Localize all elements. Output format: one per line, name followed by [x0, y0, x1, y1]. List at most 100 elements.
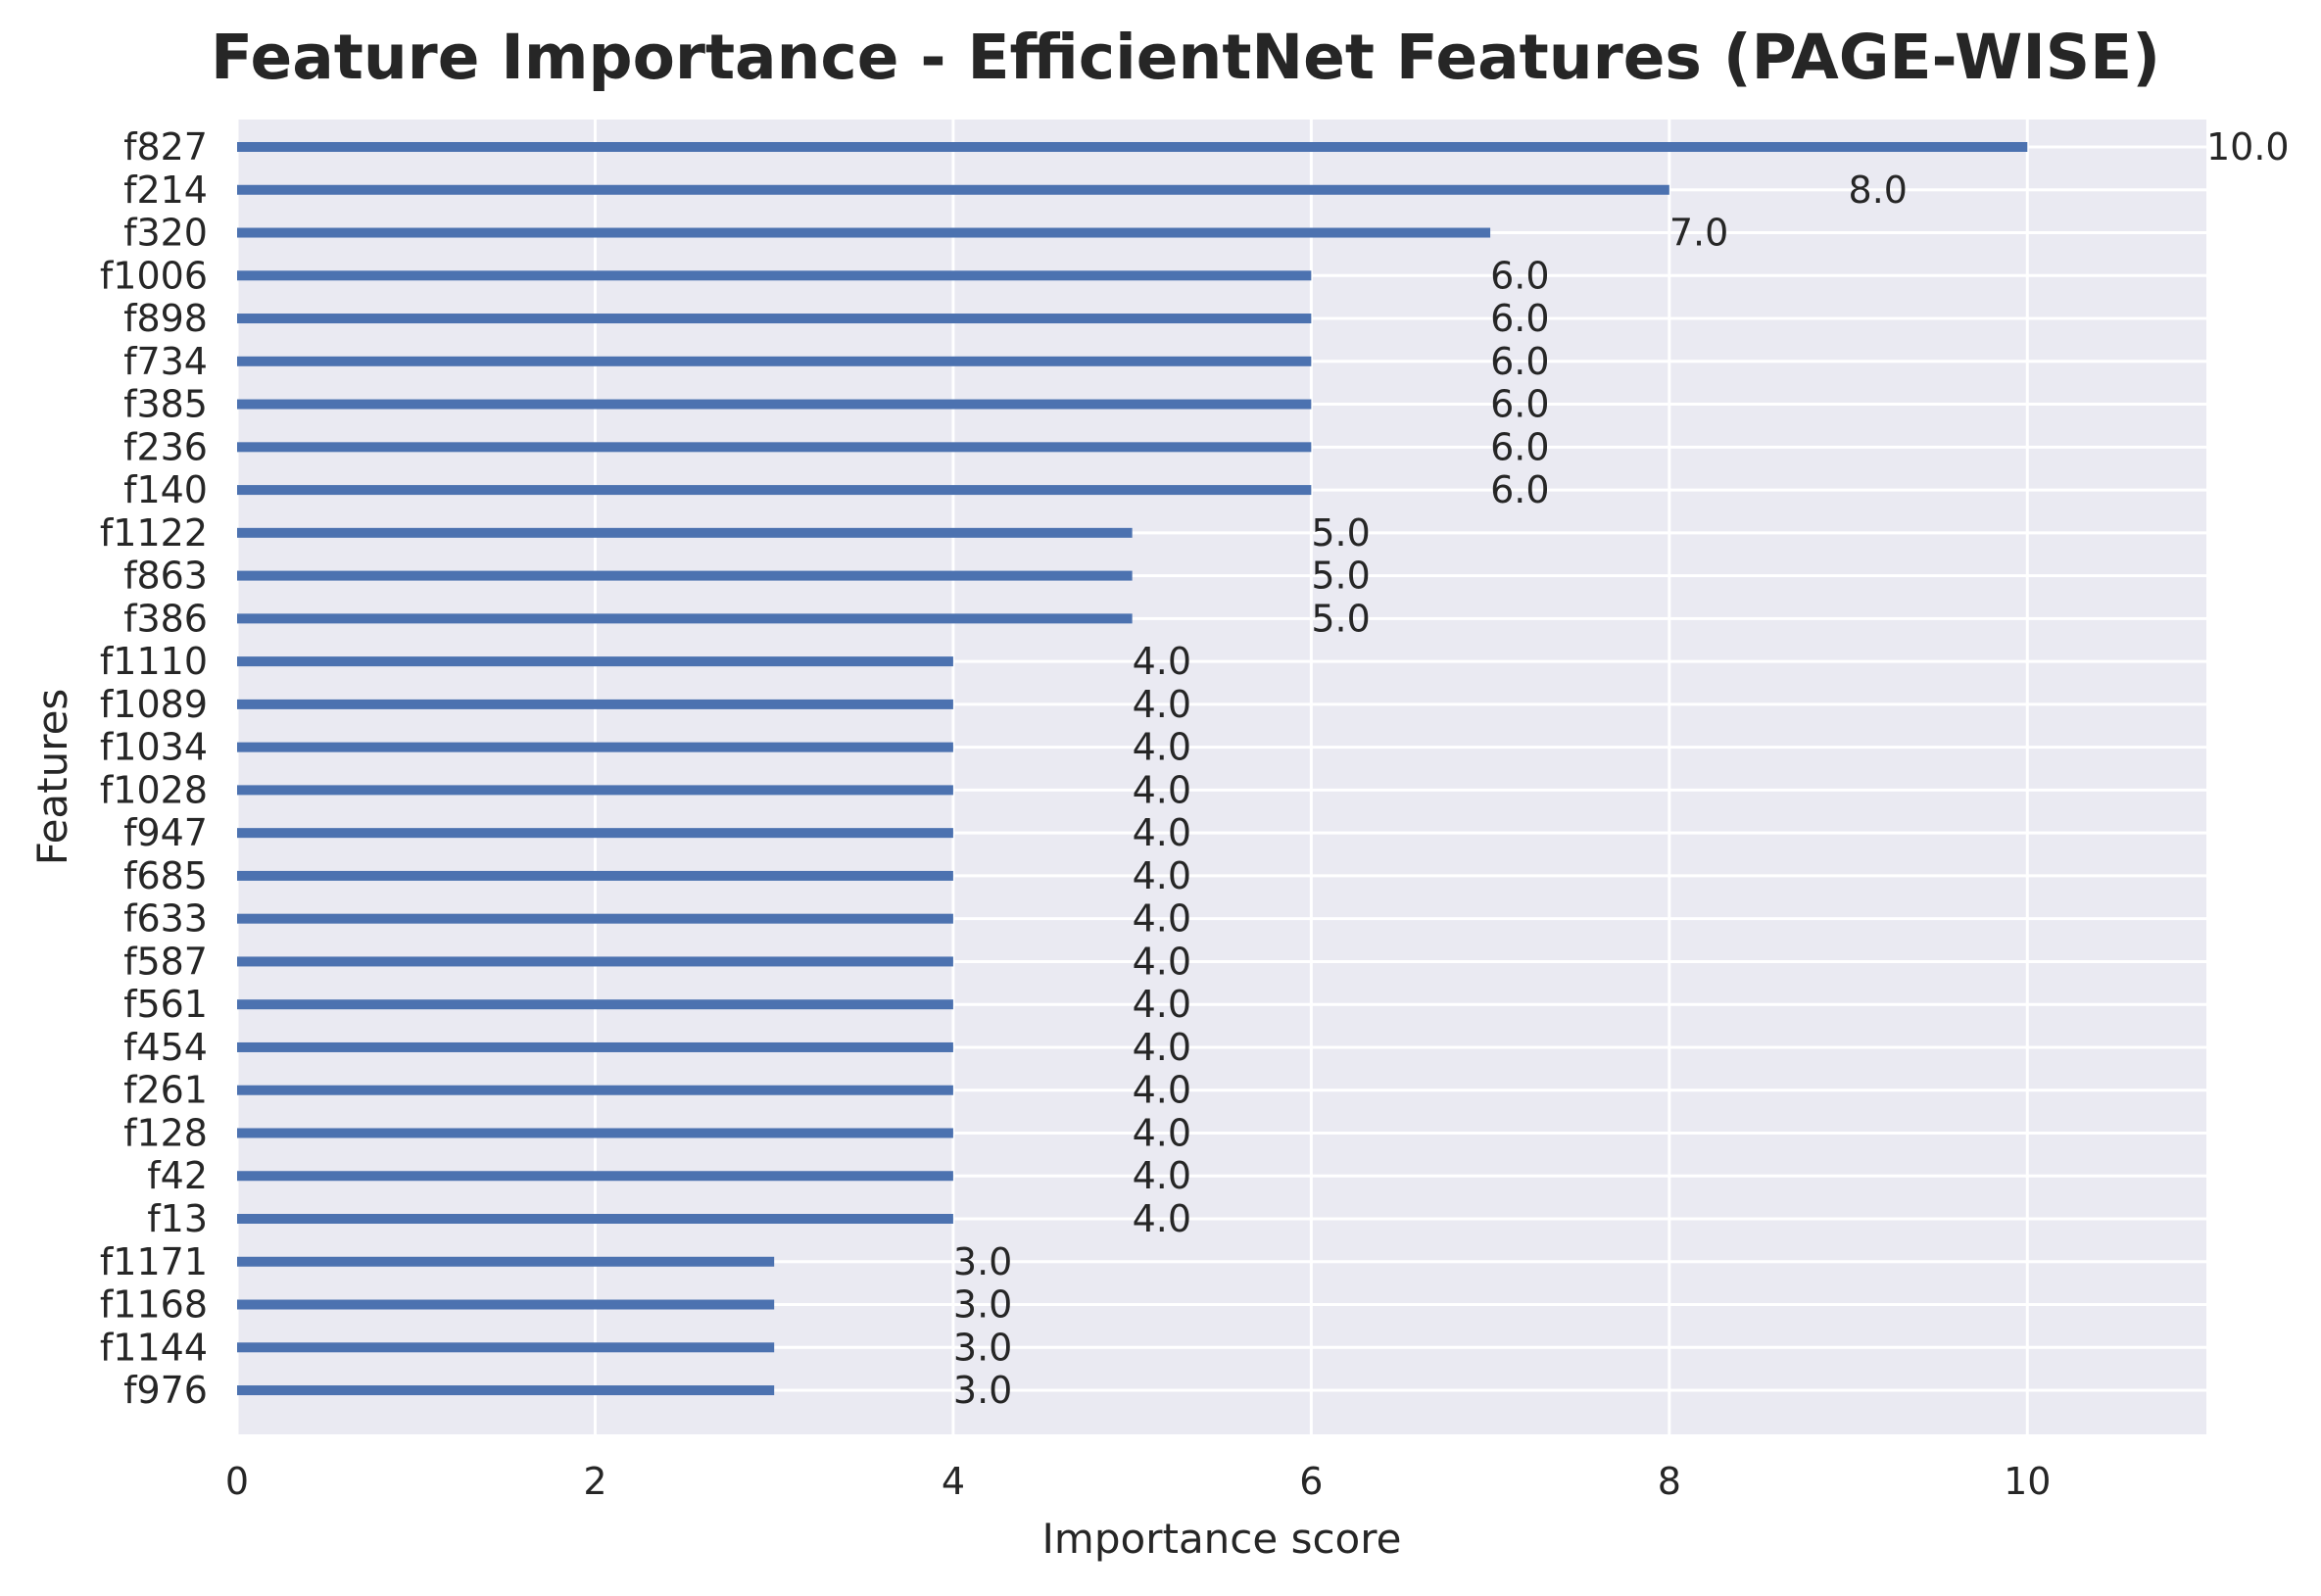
- bar-f685: [237, 870, 953, 881]
- data-label-f454: 4.0: [1133, 1026, 1191, 1069]
- data-label-f633: 4.0: [1133, 897, 1191, 941]
- y-tick-label-f561: f561: [123, 983, 208, 1026]
- y-tick-label-f734: f734: [123, 340, 208, 383]
- y-tick-label-f13: f13: [147, 1197, 208, 1240]
- bar-f140: [237, 485, 1312, 496]
- y-tick-label-f385: f385: [123, 383, 208, 426]
- x-tick-label-2: 2: [583, 1460, 606, 1503]
- x-tick-label-0: 0: [225, 1460, 249, 1503]
- data-label-f587: 4.0: [1133, 940, 1191, 983]
- data-label-f236: 6.0: [1490, 425, 1549, 468]
- y-tick-label-f633: f633: [123, 897, 208, 941]
- bar-f561: [237, 999, 953, 1010]
- bar-f1171: [237, 1256, 775, 1267]
- bar-f320: [237, 227, 1491, 238]
- y-tick-label-f685: f685: [123, 854, 208, 897]
- bar-f1034: [237, 742, 953, 752]
- x-tick-label-8: 8: [1658, 1460, 1681, 1503]
- bar-f827: [237, 142, 2028, 152]
- data-label-f261: 4.0: [1133, 1069, 1191, 1112]
- data-label-f947: 4.0: [1133, 811, 1191, 854]
- y-tick-label-f1168: f1168: [100, 1283, 208, 1327]
- x-tick-labels: 0 2 4 6 8 10: [225, 1460, 2052, 1503]
- bar-f385: [237, 399, 1312, 410]
- data-label-f1110: 4.0: [1133, 640, 1191, 683]
- y-tick-label-f1110: f1110: [100, 640, 208, 683]
- y-axis-label: Features: [28, 689, 76, 866]
- y-tick-label-f386: f386: [123, 597, 208, 640]
- y-tick-label-f236: f236: [123, 425, 208, 468]
- data-label-f976: 3.0: [953, 1369, 1012, 1412]
- y-tick-label-f976: f976: [123, 1369, 208, 1412]
- y-tick-label-f1034: f1034: [100, 726, 208, 769]
- y-tick-label-f1144: f1144: [100, 1326, 208, 1369]
- y-tick-label-f947: f947: [123, 811, 208, 854]
- bar-f898: [237, 314, 1312, 324]
- bar-f1006: [237, 270, 1312, 281]
- bar-f214: [237, 184, 1669, 195]
- bar-f947: [237, 828, 953, 839]
- bars: [237, 142, 2028, 1396]
- data-labels: 10.08.07.06.06.06.06.06.06.05.05.05.04.0…: [953, 125, 2290, 1412]
- data-label-f214: 8.0: [1849, 169, 1908, 212]
- y-tick-label-f261: f261: [123, 1069, 208, 1112]
- data-label-f13: 4.0: [1133, 1197, 1191, 1240]
- data-label-f1144: 3.0: [953, 1326, 1012, 1369]
- y-tick-label-f1171: f1171: [100, 1240, 208, 1283]
- bar-f1028: [237, 785, 953, 796]
- bar-f1144: [237, 1342, 775, 1353]
- data-label-f1168: 3.0: [953, 1283, 1012, 1327]
- data-label-f1034: 4.0: [1133, 726, 1191, 769]
- bar-f734: [237, 356, 1312, 366]
- bar-f1122: [237, 527, 1133, 538]
- data-label-f128: 4.0: [1133, 1111, 1191, 1154]
- bar-f863: [237, 570, 1133, 581]
- bar-f454: [237, 1041, 953, 1052]
- data-label-f561: 4.0: [1133, 983, 1191, 1026]
- data-label-f385: 6.0: [1490, 383, 1549, 426]
- y-tick-label-f863: f863: [123, 555, 208, 598]
- chart-title: Feature Importance - EfficientNet Featur…: [211, 22, 2160, 93]
- y-tick-labels: f827f214f320f1006f898f734f385f236f140f11…: [100, 125, 208, 1412]
- bar-f587: [237, 956, 953, 967]
- bar-f236: [237, 442, 1312, 453]
- data-label-f1171: 3.0: [953, 1240, 1012, 1283]
- data-label-f898: 6.0: [1490, 297, 1549, 340]
- data-label-f140: 6.0: [1490, 468, 1549, 511]
- bar-f128: [237, 1128, 953, 1138]
- bar-f386: [237, 613, 1133, 624]
- data-label-f42: 4.0: [1133, 1154, 1191, 1197]
- x-tick-label-10: 10: [2004, 1460, 2051, 1503]
- y-tick-label-f42: f42: [147, 1154, 208, 1197]
- bar-f13: [237, 1214, 953, 1224]
- bar-f261: [237, 1085, 953, 1095]
- y-tick-label-f827: f827: [123, 125, 208, 169]
- y-tick-label-f128: f128: [123, 1111, 208, 1154]
- bar-f1089: [237, 699, 953, 709]
- data-label-f685: 4.0: [1133, 854, 1191, 897]
- data-label-f1089: 4.0: [1133, 683, 1191, 726]
- data-label-f320: 7.0: [1669, 212, 1728, 255]
- data-label-f386: 5.0: [1311, 597, 1370, 640]
- y-tick-label-f140: f140: [123, 468, 208, 511]
- y-tick-label-f1006: f1006: [100, 254, 208, 297]
- y-tick-label-f320: f320: [123, 212, 208, 255]
- y-tick-label-f1122: f1122: [100, 511, 208, 555]
- y-tick-label-f1089: f1089: [100, 683, 208, 726]
- y-tick-label-f587: f587: [123, 940, 208, 983]
- data-label-f1028: 4.0: [1133, 768, 1191, 811]
- x-axis-label: Importance score: [1042, 1515, 1402, 1563]
- bar-f1110: [237, 656, 953, 667]
- y-tick-label-f214: f214: [123, 169, 208, 212]
- y-tick-label-f454: f454: [123, 1026, 208, 1069]
- bar-f633: [237, 913, 953, 924]
- bar-f42: [237, 1171, 953, 1182]
- data-label-f734: 6.0: [1490, 340, 1549, 383]
- data-label-f1122: 5.0: [1311, 511, 1370, 555]
- data-label-f1006: 6.0: [1490, 254, 1549, 297]
- x-tick-label-6: 6: [1299, 1460, 1323, 1503]
- bar-f1168: [237, 1299, 775, 1310]
- x-tick-label-4: 4: [942, 1460, 965, 1503]
